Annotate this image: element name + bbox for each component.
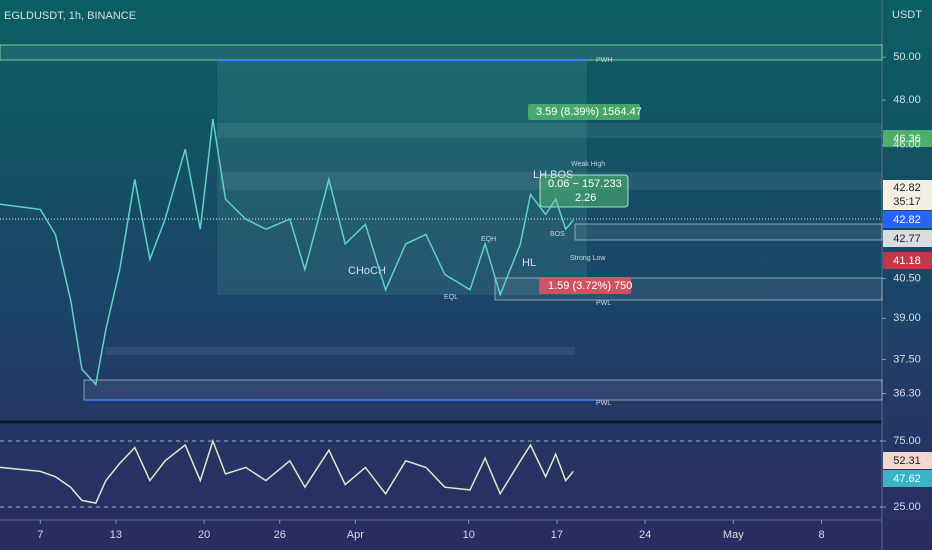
badge-label: 42.82 — [893, 214, 921, 226]
badge-label: 41.18 — [893, 255, 921, 267]
x-tick-label: 7 — [37, 529, 43, 541]
y-tick-label: 46.00 — [893, 139, 921, 151]
annotation: Strong Low — [570, 255, 606, 262]
badge — [883, 470, 932, 487]
zone — [0, 44, 883, 61]
badge-label: 46.36 — [893, 133, 921, 145]
annotation: LH BOS — [533, 169, 573, 181]
y-tick-label: 50.00 — [893, 51, 921, 63]
x-tick-label: 20 — [198, 529, 210, 541]
badge — [883, 130, 932, 147]
zone — [574, 223, 883, 241]
annotations: PWH 3.59 (8.39%) 1564.47 Weak High LH BO… — [348, 57, 642, 407]
series-line — [0, 438, 574, 504]
badge — [883, 230, 932, 247]
zone — [105, 347, 575, 355]
badge-label: 42.82 — [893, 182, 921, 194]
x-tick-label: May — [723, 529, 744, 541]
y-tick-label: 25.00 — [893, 501, 921, 513]
x-tick-label: 13 — [110, 529, 122, 541]
measure-label — [528, 104, 640, 120]
measure-zone — [217, 60, 587, 295]
x-tick-label: 8 — [818, 529, 824, 541]
annotation: BOS — [550, 231, 565, 238]
y-tick-label: 37.50 — [893, 353, 921, 365]
annotation: 2.26 — [575, 192, 596, 204]
measure-box — [539, 174, 629, 208]
badge — [883, 252, 932, 269]
measure-label — [539, 277, 631, 294]
y-tick-label: 39.00 — [893, 312, 921, 324]
badge-label: 35:17 — [893, 196, 921, 208]
zones — [0, 44, 883, 401]
annotation: HL — [522, 257, 536, 269]
y-tick-label: 40.50 — [893, 273, 921, 285]
annotation: Weak High — [571, 161, 605, 168]
badge-label: 52.31 — [893, 455, 921, 467]
currency: USDT — [892, 9, 922, 21]
x-tick-label: 26 — [274, 529, 286, 541]
badge — [883, 180, 932, 210]
annotation: 0.06 − 157.233 — [548, 178, 622, 190]
zone — [83, 379, 883, 401]
x-tick-label: Apr — [347, 529, 364, 541]
symbol: EGLDUSDT, 1h, BINANCE — [4, 10, 136, 22]
x-tick-label: 10 — [463, 529, 475, 541]
series-line — [0, 118, 574, 387]
y-tick-label: 75.00 — [893, 435, 921, 447]
x-tick-label: 17 — [551, 529, 563, 541]
y-tick-label: 48.00 — [893, 94, 921, 106]
x-tick-label: 24 — [639, 529, 651, 541]
price-badges: 46.36 42.82 35:17 42.82 42.77 41.18 52.3… — [883, 130, 932, 487]
annotation: PWH — [596, 57, 612, 64]
badge — [883, 211, 932, 228]
annotation: 1.59 (3.72%) 750 — [548, 280, 632, 292]
annotation: 3.59 (8.39%) 1564.47 — [536, 106, 642, 118]
badge-label: 42.77 — [893, 233, 921, 245]
zone — [217, 123, 882, 138]
annotation: PWL — [596, 300, 611, 307]
annotation: CHoCH — [348, 265, 386, 277]
annotation: PWL — [596, 400, 611, 407]
y-tick-label: 36.30 — [893, 388, 921, 400]
annotation: EQL — [444, 294, 458, 301]
badge-label: 47.62 — [893, 473, 921, 485]
badge — [883, 452, 932, 469]
annotation: EQH — [481, 236, 496, 243]
